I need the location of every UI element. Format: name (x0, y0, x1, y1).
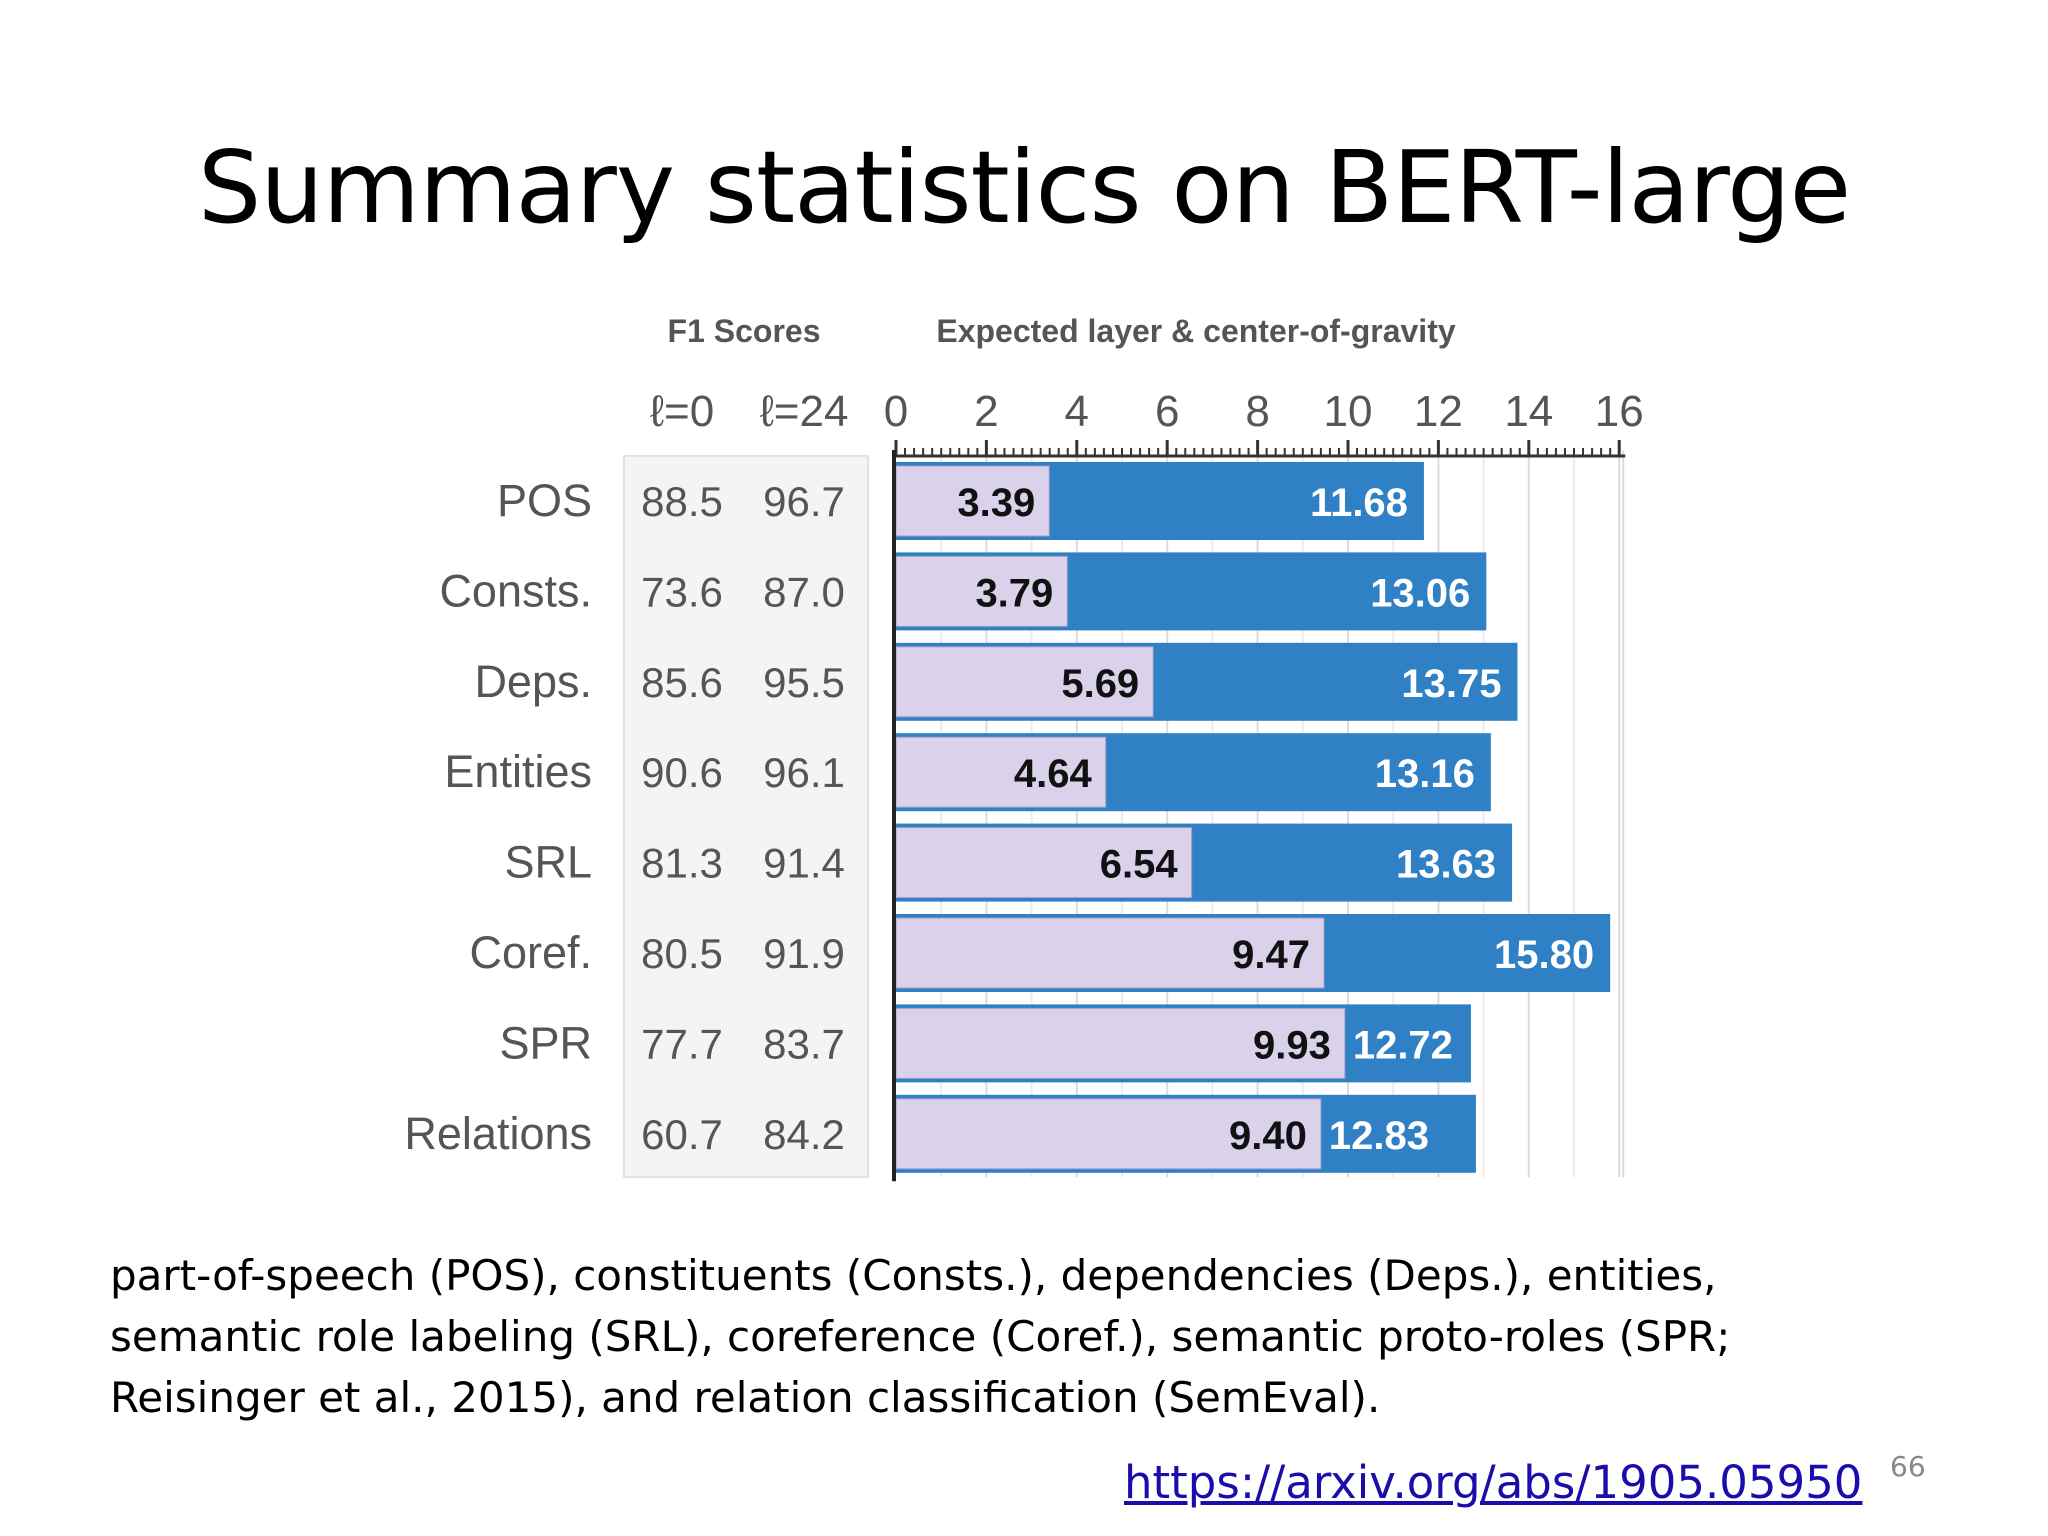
f1-value-l24: 87.0 (763, 568, 845, 615)
data-label-expected-layer: 3.39 (957, 481, 1035, 525)
x-tick-label: 6 (1155, 387, 1179, 436)
f1-value-l0: 90.6 (641, 749, 723, 796)
bar-expected-layer (895, 555, 1068, 627)
data-label-center-of-gravity: 13.63 (1396, 843, 1496, 887)
f1-value-l24: 84.2 (763, 1111, 845, 1158)
f1-value-l24: 95.5 (763, 659, 845, 706)
caption-line: semantic role labeling (SRL), coreferenc… (110, 1312, 1731, 1361)
f1-value-l24: 91.9 (763, 930, 845, 977)
data-label-center-of-gravity: 13.16 (1375, 752, 1475, 796)
f1-value-l24: 83.7 (763, 1020, 845, 1067)
data-label-expected-layer: 4.64 (1014, 752, 1093, 796)
bar-expected-layer (895, 646, 1154, 718)
f1-column-header: ℓ=0 (650, 387, 714, 436)
f1-column-header: ℓ=24 (760, 387, 849, 436)
x-tick-label: 0 (884, 387, 908, 436)
data-label-expected-layer: 9.40 (1229, 1114, 1307, 1158)
f1-value-l24: 96.7 (763, 478, 845, 525)
x-tick-label: 12 (1414, 387, 1463, 436)
data-label-center-of-gravity: 13.75 (1401, 662, 1501, 706)
bar-expected-layer (895, 1007, 1346, 1079)
bar-expected-layer (895, 827, 1193, 899)
bar-expected-layer (895, 465, 1050, 537)
row-label: SRL (504, 837, 592, 888)
f1-value-l0: 88.5 (641, 478, 723, 525)
f1-value-l0: 85.6 (641, 659, 723, 706)
caption-line: part-of-speech (POS), constituents (Cons… (110, 1251, 1717, 1300)
x-tick-label: 10 (1324, 387, 1373, 436)
bar-expected-layer (895, 917, 1325, 989)
data-label-center-of-gravity: 15.80 (1494, 933, 1594, 977)
row-label: POS (497, 475, 592, 526)
x-tick-label: 4 (1065, 387, 1089, 436)
data-label-expected-layer: 9.93 (1253, 1023, 1331, 1067)
data-label-center-of-gravity: 12.83 (1329, 1114, 1429, 1158)
caption-line: Reisinger et al., 2015), and relation cl… (110, 1373, 1381, 1422)
arxiv-link[interactable]: https://arxiv.org/abs/1905.05950 (1124, 1456, 1863, 1509)
data-label-expected-layer: 6.54 (1100, 843, 1179, 887)
x-tick-label: 14 (1504, 387, 1553, 436)
row-label: SPR (499, 1017, 592, 1068)
row-label: Entities (444, 746, 592, 797)
x-tick-label: 8 (1245, 387, 1269, 436)
bar-section-header: Expected layer & center-of-gravity (936, 313, 1456, 349)
row-label: Deps. (474, 656, 592, 707)
x-tick-label: 2 (974, 387, 998, 436)
bar-expected-layer (895, 1098, 1322, 1170)
slide-title: Summary statistics on BERT-large (197, 129, 1851, 246)
bar-chart: F1 Scores Expected layer & center-of-grav… (404, 313, 1644, 1182)
f1-value-l24: 96.1 (763, 749, 845, 796)
data-label-center-of-gravity: 13.06 (1370, 571, 1470, 615)
f1-value-l0: 60.7 (641, 1111, 723, 1158)
x-tick-label: 16 (1595, 387, 1644, 436)
data-label-expected-layer: 5.69 (1061, 662, 1139, 706)
row-label: Relations (404, 1108, 592, 1159)
row-label: Coref. (469, 927, 592, 978)
data-label-expected-layer: 9.47 (1232, 933, 1310, 977)
row-label: Consts. (439, 565, 592, 616)
f1-table-background (623, 455, 869, 1179)
data-label-expected-layer: 3.79 (975, 571, 1053, 615)
f1-value-l0: 73.6 (641, 568, 723, 615)
f1-value-l24: 91.4 (763, 840, 845, 887)
data-label-center-of-gravity: 12.72 (1353, 1023, 1453, 1067)
f1-value-l0: 81.3 (641, 840, 723, 887)
bar-expected-layer (895, 736, 1107, 808)
page-number: 66 (1890, 1450, 1926, 1483)
caption: part-of-speech (POS), constituents (Cons… (110, 1245, 1750, 1428)
f1-scores-header: F1 Scores (668, 313, 821, 349)
data-label-center-of-gravity: 11.68 (1310, 481, 1408, 525)
f1-value-l0: 80.5 (641, 930, 723, 977)
f1-value-l0: 77.7 (641, 1020, 723, 1067)
